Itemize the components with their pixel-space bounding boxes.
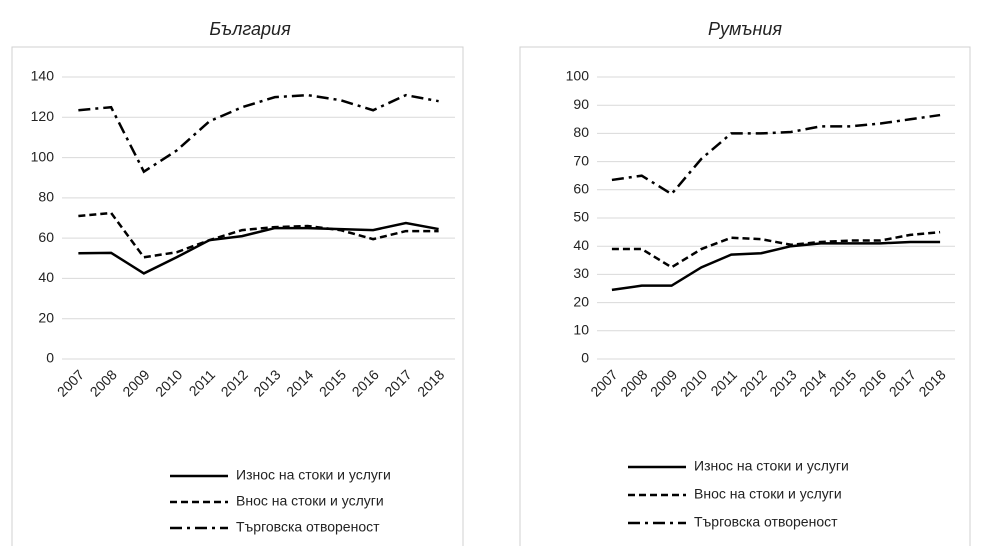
x-tick-label: 2012 <box>736 366 769 399</box>
x-tick-label: 2015 <box>826 366 859 399</box>
x-tick-label: 2009 <box>647 366 680 399</box>
legend-label: Търговска отвореност <box>236 519 380 535</box>
y-tick-label: 70 <box>573 152 589 168</box>
x-tick-label: 2010 <box>677 366 710 399</box>
y-tick-label: 30 <box>573 265 589 281</box>
y-tick-label: 100 <box>31 148 55 164</box>
x-tick-label: 2011 <box>186 366 219 399</box>
y-tick-label: 20 <box>38 309 54 325</box>
y-tick-label: 80 <box>573 124 589 140</box>
x-tick-label: 2017 <box>886 366 919 399</box>
legend-label: Износ на стоки и услуги <box>694 458 849 474</box>
series-line <box>611 113 941 196</box>
y-tick-label: 50 <box>573 209 589 225</box>
y-tick-label: 20 <box>573 293 589 309</box>
series-line <box>611 230 941 269</box>
x-tick-label: 2018 <box>915 366 948 399</box>
x-tick-label: 2016 <box>349 366 382 399</box>
y-tick-label: 60 <box>38 229 54 245</box>
y-tick-label: 40 <box>573 237 589 253</box>
x-tick-label: 2008 <box>87 366 120 399</box>
x-tick-label: 2018 <box>414 366 447 399</box>
y-tick-label: 40 <box>38 269 54 285</box>
x-tick-label: 2007 <box>54 366 87 399</box>
legend-label: Внос на стоки и услуги <box>236 493 384 509</box>
legend-label: Износ на стоки и услуги <box>236 467 391 483</box>
x-tick-label: 2010 <box>152 366 185 399</box>
chart-frame <box>519 46 971 546</box>
y-tick-label: 0 <box>46 350 54 366</box>
y-tick-label: 80 <box>38 189 54 205</box>
y-tick-label: 100 <box>566 68 590 84</box>
x-tick-label: 2013 <box>766 366 799 399</box>
chart-title: България <box>209 19 291 39</box>
y-tick-label: 10 <box>573 322 589 338</box>
x-tick-label: 2015 <box>316 366 349 399</box>
chart-frame <box>11 46 464 546</box>
y-tick-label: 90 <box>573 96 589 112</box>
y-tick-label: 60 <box>573 181 589 197</box>
x-tick-label: 2011 <box>707 366 740 399</box>
x-tick-label: 2008 <box>617 366 650 399</box>
y-tick-label: 0 <box>581 350 589 366</box>
x-tick-label: 2017 <box>381 366 414 399</box>
x-tick-label: 2014 <box>283 366 316 399</box>
x-tick-label: 2012 <box>218 366 251 399</box>
y-tick-label: 120 <box>31 108 55 124</box>
y-tick-label: 140 <box>31 68 55 84</box>
series-line <box>78 93 439 174</box>
series-line <box>78 211 439 259</box>
chart-title: Румъния <box>708 19 782 39</box>
legend-label: Търговска отвореност <box>694 514 838 530</box>
x-tick-label: 2009 <box>119 366 152 399</box>
x-tick-label: 2014 <box>796 366 829 399</box>
legend-label: Внос на стоки и услуги <box>694 486 842 502</box>
x-tick-label: 2016 <box>856 366 889 399</box>
x-tick-label: 2013 <box>250 366 283 399</box>
x-tick-label: 2007 <box>587 366 620 399</box>
series-line <box>611 240 941 292</box>
series-line <box>78 221 439 275</box>
